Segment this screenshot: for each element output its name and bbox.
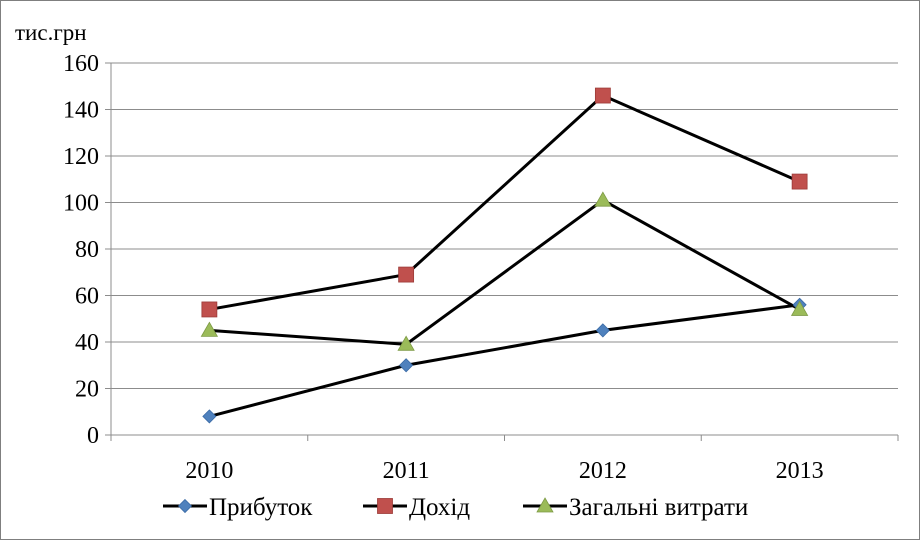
data-point	[200, 321, 219, 337]
data-point	[595, 323, 610, 338]
data-point	[201, 301, 218, 318]
data-point	[202, 409, 217, 424]
data-point	[397, 335, 415, 351]
legend-label: Дохід	[409, 494, 470, 521]
y-tick-label: 160	[63, 51, 99, 77]
series-markers	[200, 87, 809, 424]
data-point	[398, 266, 415, 283]
legend-label: Прибуток	[209, 494, 313, 521]
legend-label: Загальні витрати	[569, 494, 748, 521]
axes	[105, 62, 899, 441]
legend-marker	[536, 497, 554, 513]
x-tick-label: 2013	[776, 458, 824, 484]
y-unit-label: тис.грн	[15, 20, 87, 45]
x-tick-label: 2012	[579, 458, 627, 484]
series-line	[209, 94, 801, 311]
y-tick-label: 60	[75, 284, 99, 310]
legend-marker	[377, 498, 393, 514]
legend-marker	[177, 498, 193, 514]
y-tick-label: 120	[63, 144, 99, 170]
y-tick-label: 100	[63, 191, 99, 217]
y-tick-label: 80	[75, 237, 99, 263]
series-line	[208, 303, 800, 418]
legend: Прибуток Дохід Загальні витрати	[163, 494, 748, 521]
data-point	[791, 173, 808, 190]
y-tick-label: 140	[63, 98, 99, 124]
series-line	[209, 198, 801, 346]
gridlines	[111, 62, 898, 389]
data-point	[790, 300, 809, 316]
data-point	[594, 87, 611, 104]
x-tick-label: 2011	[383, 458, 430, 484]
series-lines	[208, 94, 801, 418]
tick-labels: 0 20 40 60 80 100 120 140 160 2010 2011 2012 2013	[63, 51, 824, 484]
y-tick-label: 40	[75, 330, 99, 356]
x-tick-label: 2010	[185, 458, 233, 484]
data-point	[594, 191, 612, 207]
data-point	[399, 358, 414, 373]
y-tick-label: 20	[75, 377, 99, 403]
y-tick-label: 0	[87, 423, 99, 449]
